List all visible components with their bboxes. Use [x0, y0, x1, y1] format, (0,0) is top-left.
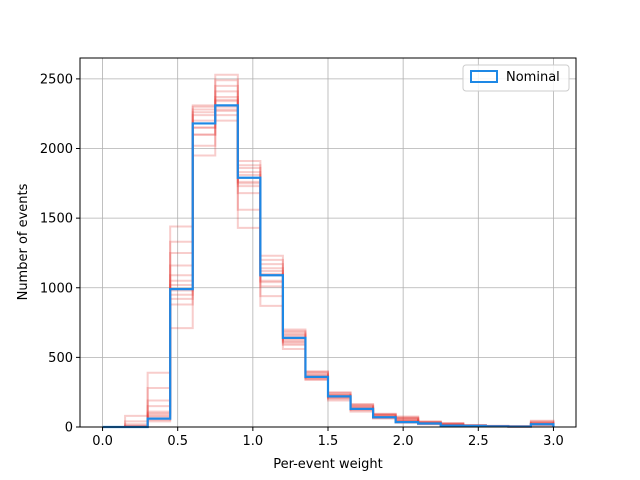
x-tick-label: 2.5 — [468, 434, 489, 449]
y-tick-label: 1500 — [40, 212, 73, 227]
legend-nominal-swatch — [470, 70, 498, 83]
x-tick-label: 1.0 — [243, 434, 264, 449]
y-tick-label: 2500 — [40, 72, 73, 87]
y-axis-ticks: 0 500 1000 1500 2000 2500 — [40, 72, 80, 436]
x-axis-ticks: 0.0 0.5 1.0 1.5 2.0 2.5 3.0 — [92, 427, 564, 449]
x-tick-label: 2.0 — [393, 434, 414, 449]
x-axis-label: Per-event weight — [273, 457, 383, 472]
y-axis-label: Number of events — [16, 183, 31, 300]
x-tick-label: 1.5 — [318, 434, 339, 449]
x-tick-label: 0.0 — [92, 434, 113, 449]
x-tick-label: 0.5 — [167, 434, 188, 449]
y-tick-label: 500 — [48, 351, 73, 366]
x-tick-label: 3.0 — [543, 434, 564, 449]
nominal-series — [102, 104, 555, 429]
legend: Nominal — [462, 64, 570, 92]
y-tick-label: 0 — [65, 421, 73, 436]
nominal-histogram — [102, 104, 555, 429]
legend-nominal-label: Nominal — [506, 70, 560, 85]
y-tick-label: 1000 — [40, 281, 73, 296]
y-tick-label: 2000 — [40, 142, 73, 157]
